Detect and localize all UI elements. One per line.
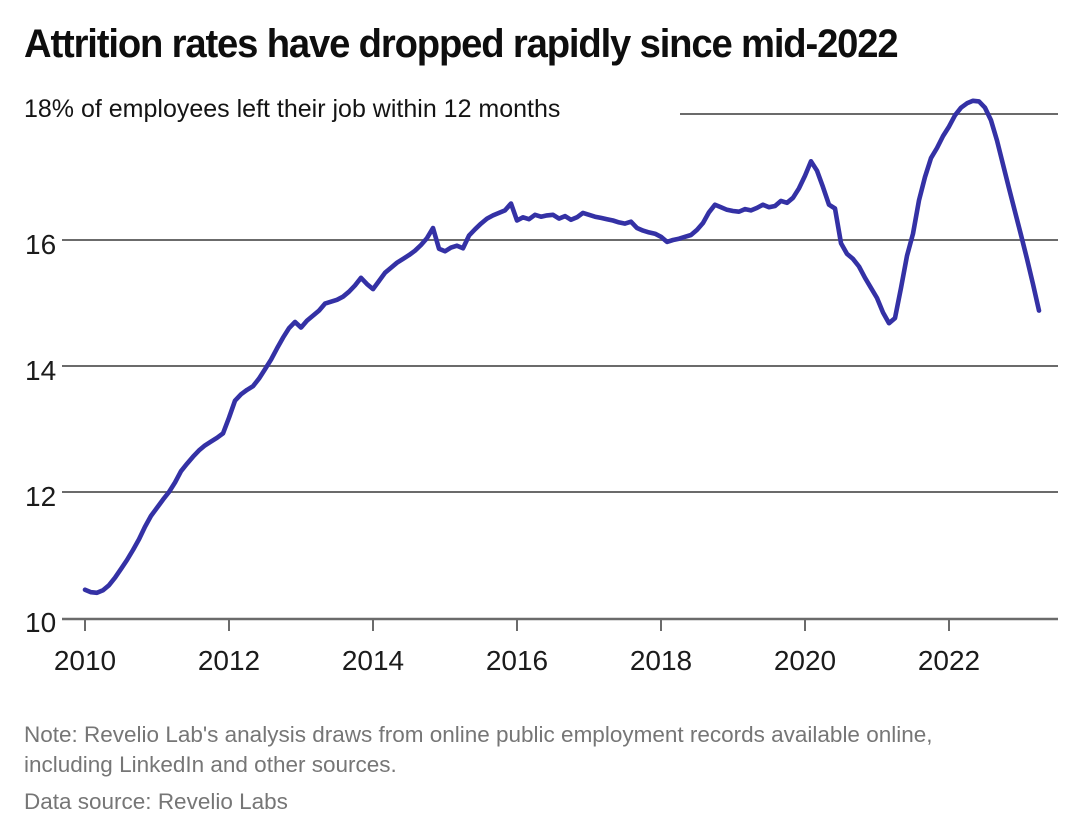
attrition-rate-line: [82, 98, 1042, 596]
y-tick-label-16: 16: [25, 229, 56, 260]
chart-title: Attrition rates have dropped rapidly sin…: [24, 22, 899, 66]
x-tick-label-2018: 2018: [630, 645, 692, 676]
x-tick-label-2022: 2022: [918, 645, 980, 676]
y-tick-label-10: 10: [25, 607, 56, 638]
chart-source: Data source: Revelio Labs: [24, 789, 288, 814]
y-tick-label-14: 14: [25, 355, 56, 386]
x-tick-label-2012: 2012: [198, 645, 260, 676]
y-tick-label-12: 12: [25, 481, 56, 512]
x-tick-label-2014: 2014: [342, 645, 404, 676]
chart-note: Note: Revelio Lab's analysis draws from …: [24, 722, 933, 777]
x-tick-label-2016: 2016: [486, 645, 548, 676]
x-tick-label-2010: 2010: [54, 645, 116, 676]
chart-subtitle: 18% of employees left their job within 1…: [24, 95, 561, 124]
attrition-line-chart: 10 12 14 16 2010 2012 2014 2016 2018 2020 2022: [25, 98, 1058, 676]
x-tick-label-2020: 2020: [774, 645, 836, 676]
